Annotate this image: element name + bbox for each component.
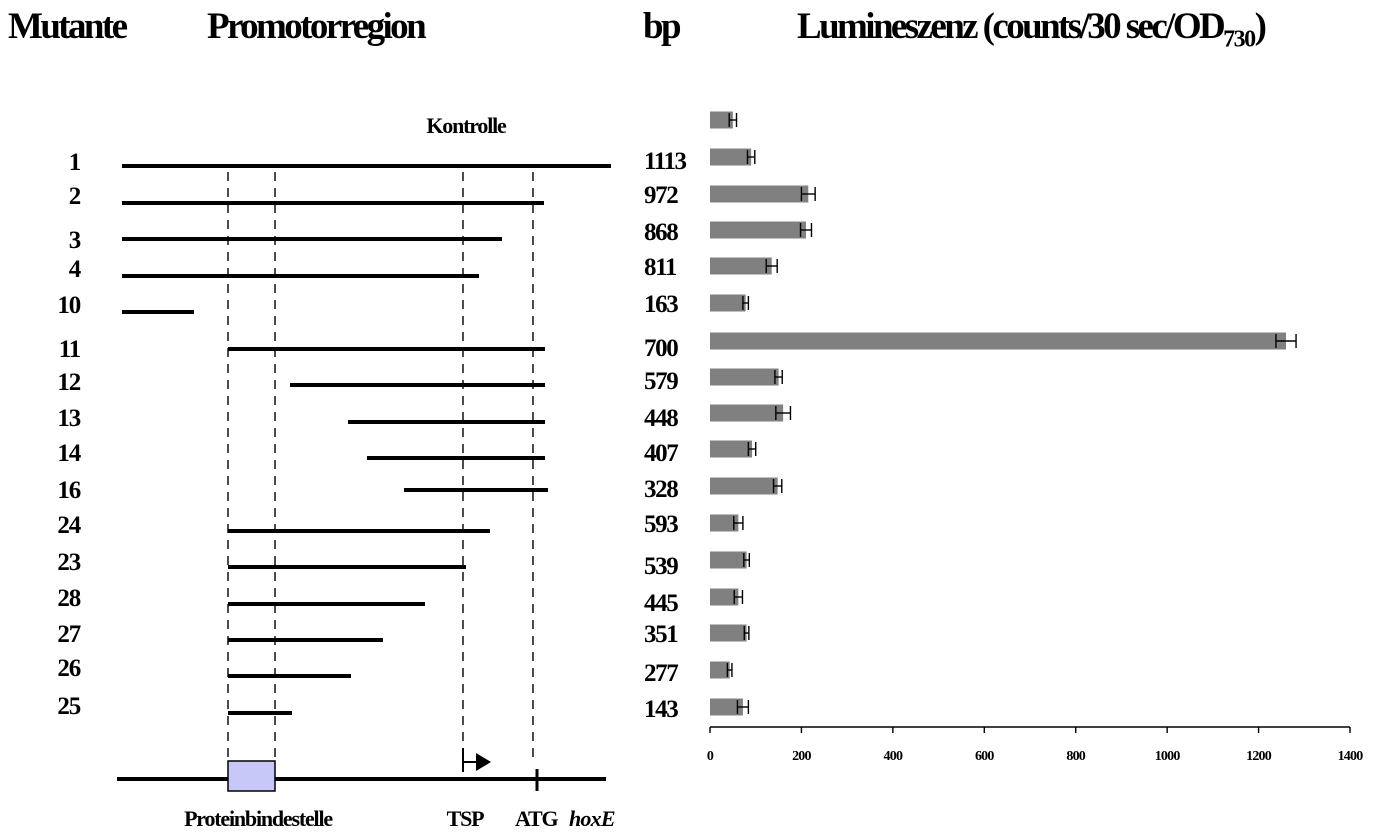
bar: [710, 257, 772, 275]
bar: [710, 111, 733, 129]
bp-label: 1113: [644, 148, 687, 175]
bar: [710, 221, 806, 239]
mutant-label: 13: [57, 405, 80, 432]
bar-chart: [710, 111, 1297, 716]
mutant-label: 2: [69, 183, 81, 210]
x-axis: 0 200 400 600 800 1000 1200 1400: [707, 726, 1364, 764]
mutant-label: 26: [57, 655, 80, 682]
x-tick-label: 400: [884, 749, 903, 764]
bp-label: 579: [644, 368, 678, 395]
mutant-label: 11: [59, 336, 81, 363]
x-tick-label: 1400: [1338, 749, 1364, 764]
bar: [710, 698, 743, 716]
gene-label: hoxE: [569, 806, 615, 831]
bp-label: 163: [644, 291, 678, 318]
luminescence-header-main: Lumineszenz (counts/30 sec/OD: [797, 6, 1226, 47]
control-label: Kontrolle: [426, 113, 507, 138]
tsp-label: TSP: [447, 806, 485, 831]
bp-label: 868: [644, 219, 678, 246]
mutant-label: 14: [57, 440, 81, 467]
bar: [710, 368, 779, 386]
x-tick-label: 800: [1066, 749, 1085, 764]
bp-label: 407: [644, 440, 678, 467]
promoter-panel: [117, 164, 611, 792]
bp-label: 593: [644, 511, 678, 538]
bp-header: bp: [643, 6, 682, 47]
bp-label: 448: [644, 405, 678, 432]
bar: [710, 551, 747, 569]
bar: [710, 624, 747, 642]
mutant-label: 24: [57, 512, 81, 539]
mutant-label: 27: [57, 621, 80, 648]
bp-labels: 1113 972 868 811 163 700 579 448 407 328 593 539 445…: [644, 148, 688, 723]
mutant-label: 3: [69, 227, 81, 254]
luminescence-header-close: ): [1254, 6, 1267, 47]
x-tick-label: 0: [707, 749, 714, 764]
bp-label: 143: [644, 696, 678, 723]
bar: [710, 661, 730, 679]
mutant-label: 4: [69, 256, 82, 283]
bp-label: 328: [644, 476, 678, 503]
bar: [710, 514, 739, 532]
mutant-label: 28: [57, 585, 80, 612]
luminescence-header: Lumineszenz (counts/30 sec/OD730): [797, 6, 1267, 53]
x-tick-label: 1000: [1155, 749, 1181, 764]
bp-label: 445: [644, 590, 678, 617]
x-tick-label: 200: [792, 749, 811, 764]
bp-label: 811: [644, 254, 677, 281]
mutant-header: Mutante: [8, 6, 128, 47]
x-tick-label: 1200: [1246, 749, 1272, 764]
bp-label: 277: [644, 660, 678, 687]
binding-site-label: Proteinbindestelle: [184, 806, 333, 831]
tsp-arrow-icon: [476, 753, 491, 771]
bp-label: 700: [644, 335, 678, 362]
luminescence-header-subscript: 730: [1223, 26, 1256, 53]
bar: [710, 440, 753, 458]
x-tick-label: 600: [975, 749, 994, 764]
bp-label: 972: [644, 182, 678, 209]
mutant-label: 23: [57, 549, 80, 576]
mutant-label: 12: [57, 369, 80, 396]
bp-label: 351: [644, 621, 678, 648]
mutant-label: 1: [69, 149, 81, 176]
mutant-label: 16: [57, 477, 80, 504]
bar: [710, 332, 1286, 350]
protein-binding-site-box: [227, 760, 276, 792]
promoter-header: Promotorregion: [207, 6, 427, 47]
bar: [710, 294, 746, 312]
bar: [710, 185, 809, 203]
bar: [710, 148, 752, 166]
bar: [710, 404, 784, 422]
mutant-label: 25: [57, 693, 80, 720]
bar: [710, 477, 778, 495]
bp-label: 539: [644, 553, 678, 580]
bar: [710, 588, 739, 606]
mutant-label: 10: [57, 292, 80, 319]
atg-label: ATG: [515, 806, 559, 831]
